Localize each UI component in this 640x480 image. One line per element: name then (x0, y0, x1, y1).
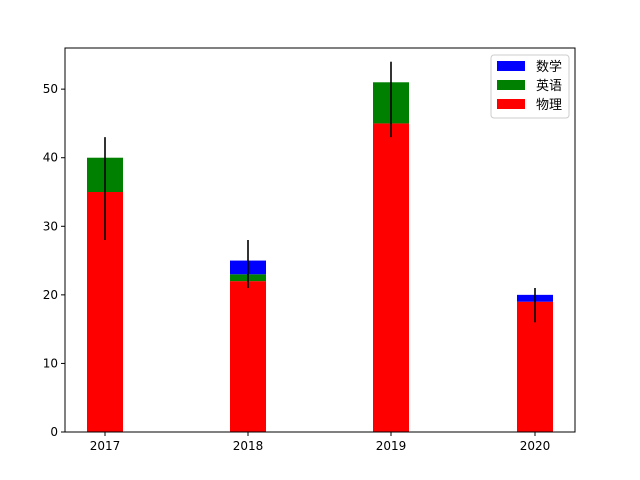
legend-swatch-数学 (497, 61, 525, 71)
x-tick-label-2018: 2018 (233, 439, 264, 453)
plot-frame (64, 47, 576, 433)
x-tick-label-2020: 2020 (520, 439, 551, 453)
y-tick-label-10: 10 (43, 356, 58, 370)
y-tick-label-20: 20 (43, 288, 58, 302)
x-tick-label-2019: 2019 (376, 439, 407, 453)
legend-swatch-物理 (497, 99, 525, 109)
x-tick-label-2017: 2017 (90, 439, 121, 453)
x-axis: 2017 2018 2019 2020 (90, 432, 551, 453)
bars-layer (87, 82, 553, 432)
y-tick-label-40: 40 (43, 151, 58, 165)
legend-swatch-英语 (497, 80, 525, 90)
legend-label-数学: 数学 (536, 59, 562, 75)
y-axis: 0 10 20 30 40 50 (43, 82, 65, 439)
y-tick-label-0: 0 (50, 425, 58, 439)
bar-2018-物理 (230, 281, 266, 432)
error-bars-layer (104, 61, 536, 323)
y-tick-label-30: 30 (43, 219, 58, 233)
y-tick-label-50: 50 (43, 82, 58, 96)
bar-2019-物理 (373, 123, 409, 432)
legend-label-物理: 物理 (536, 98, 562, 113)
bar-2020-物理 (517, 301, 553, 432)
legend-label-英语: 英语 (536, 79, 562, 94)
